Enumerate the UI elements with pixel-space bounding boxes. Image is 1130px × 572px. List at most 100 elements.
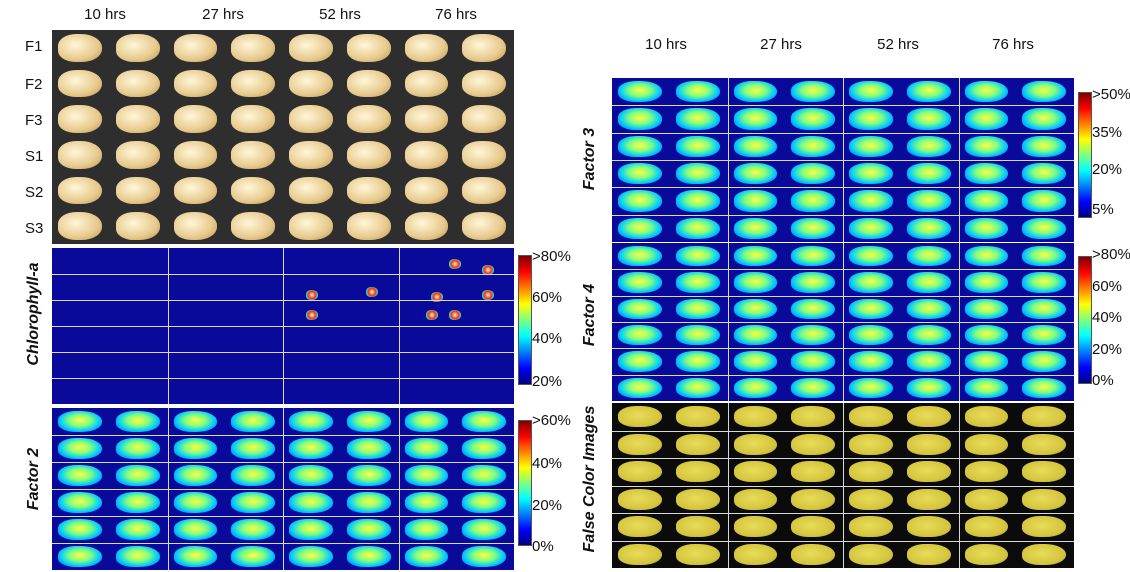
- kernel-image: [346, 545, 391, 568]
- kernel-image: [733, 108, 778, 130]
- kernel-image: [618, 108, 662, 130]
- kernel-image: [733, 272, 778, 293]
- f2-tick-2: 20%: [532, 497, 563, 514]
- kernel-image: [404, 176, 449, 205]
- kernel-image: [849, 543, 893, 565]
- kernel-image: [115, 69, 160, 98]
- kernel-image: [289, 33, 333, 62]
- kernel-image: [1022, 543, 1067, 565]
- kernel-image: [404, 464, 449, 487]
- kernel-image: [849, 163, 893, 185]
- kernel-image: [733, 461, 778, 483]
- kernel-image: [906, 108, 951, 130]
- kernel-image: [849, 433, 893, 455]
- kernel-image: [289, 105, 333, 134]
- kernel-image: [231, 410, 276, 433]
- kernel-image: [289, 410, 333, 433]
- kernel-image: [675, 298, 720, 320]
- kernel-image: [964, 406, 1009, 428]
- row-label-3: S1: [25, 148, 44, 165]
- kernel-image: [58, 176, 102, 205]
- kernel-image: [404, 105, 449, 134]
- falsecolor-image-panel: [612, 403, 1074, 568]
- kernel-image: [906, 163, 951, 185]
- kernel-image: [675, 135, 720, 157]
- kernel-image: [289, 491, 333, 514]
- kernel-image: [675, 163, 720, 185]
- kernel-image: [231, 491, 276, 514]
- factor3-colorbar: [1078, 92, 1092, 218]
- kernel-image: [462, 176, 507, 205]
- row-label-5: S3: [25, 220, 44, 237]
- kernel-image: [849, 272, 893, 293]
- right-col-header-1: 27 hrs: [760, 36, 802, 53]
- kernel-image: [1022, 488, 1067, 510]
- chlorophyll-spot: [426, 310, 439, 321]
- kernel-image: [115, 176, 160, 205]
- kernel-image: [173, 545, 218, 568]
- kernel-image: [675, 272, 720, 293]
- kernel-image: [964, 377, 1009, 399]
- kernel-image: [289, 545, 333, 568]
- kernel-image: [964, 351, 1009, 372]
- kernel-image: [231, 212, 276, 241]
- kernel-image: [791, 298, 836, 320]
- kernel-image: [849, 81, 893, 103]
- f4-tick-1: 60%: [1092, 278, 1123, 295]
- kernel-image: [404, 212, 449, 241]
- factor3-heatmap-panel: [612, 78, 1074, 242]
- kernel-image: [462, 69, 507, 98]
- kernel-image: [173, 140, 218, 169]
- f2-tick-1: 40%: [532, 455, 563, 472]
- kernel-image: [906, 298, 951, 320]
- kernel-photo-panel: [52, 30, 514, 244]
- kernel-image: [849, 217, 893, 239]
- kernel-image: [58, 545, 102, 568]
- kernel-image: [906, 135, 951, 157]
- kernel-image: [231, 545, 276, 568]
- factor2-panel-label: Factor 2: [25, 447, 42, 511]
- kernel-image: [173, 212, 218, 241]
- kernel-image: [618, 190, 662, 212]
- kernel-image: [675, 217, 720, 239]
- kernel-image: [404, 491, 449, 514]
- kernel-image: [964, 433, 1009, 455]
- kernel-image: [906, 272, 951, 293]
- kernel-image: [1022, 377, 1067, 399]
- kernel-image: [849, 245, 893, 267]
- kernel-image: [1022, 324, 1067, 346]
- panel-grid-line: [959, 78, 960, 242]
- kernel-image: [404, 545, 449, 568]
- kernel-image: [849, 108, 893, 130]
- kernel-image: [289, 140, 333, 169]
- kernel-image: [173, 518, 218, 541]
- f4-tick-2: 40%: [1092, 309, 1123, 326]
- f4-tick-3: 20%: [1092, 341, 1123, 358]
- kernel-image: [618, 488, 662, 510]
- kernel-image: [675, 461, 720, 483]
- panel-grid-line: [728, 78, 729, 242]
- kernel-image: [618, 324, 662, 346]
- kernel-image: [849, 461, 893, 483]
- kernel-image: [733, 406, 778, 428]
- kernel-image: [462, 410, 507, 433]
- factor4-panel-label: Factor 4: [581, 283, 598, 347]
- kernel-image: [791, 543, 836, 565]
- chlorophyll-spot: [449, 310, 462, 321]
- kernel-image: [675, 488, 720, 510]
- kernel-image: [849, 298, 893, 320]
- kernel-image: [906, 406, 951, 428]
- kernel-image: [231, 140, 276, 169]
- kernel-image: [404, 518, 449, 541]
- kernel-image: [231, 176, 276, 205]
- kernel-image: [906, 488, 951, 510]
- kernel-image: [115, 518, 160, 541]
- kernel-image: [618, 135, 662, 157]
- kernel-image: [733, 217, 778, 239]
- kernel-image: [58, 140, 102, 169]
- kernel-image: [618, 543, 662, 565]
- kernel-image: [58, 33, 102, 62]
- kernel-image: [231, 464, 276, 487]
- kernel-image: [462, 105, 507, 134]
- factor4-heatmap-panel: [612, 243, 1074, 401]
